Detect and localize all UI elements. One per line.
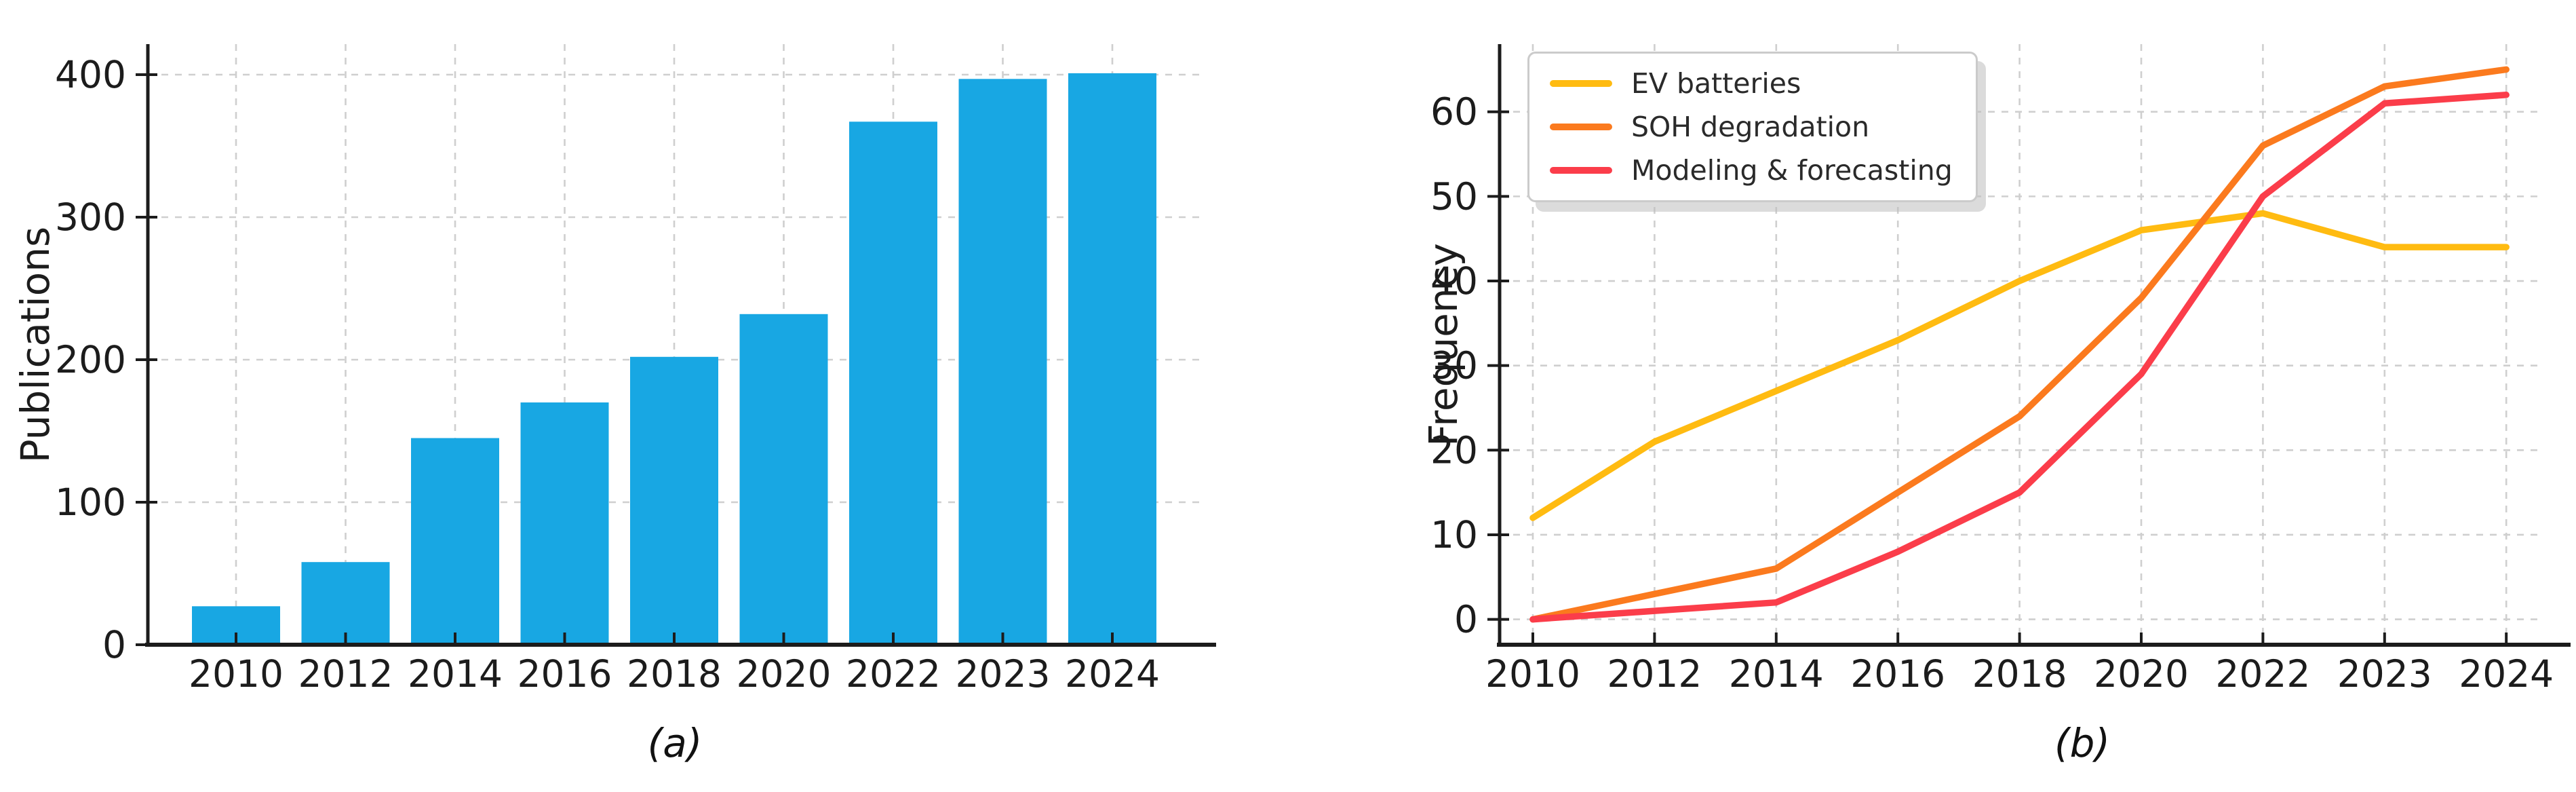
x-tick-label: 2016	[518, 652, 612, 696]
bar-2016	[520, 402, 609, 645]
panel-b-line-chart: 0 10 20 30 40 50 60 2010 2012 2014 2016 2018 2020 202…	[1430, 44, 2571, 696]
x-tick-label: 2012	[298, 652, 393, 696]
bar-2014	[411, 438, 499, 645]
x-tick-label: 2014	[408, 652, 503, 696]
x-tick-label: 2012	[1607, 652, 1702, 696]
legend-swatch-icon	[1550, 124, 1612, 130]
panel-a-bar-chart: 0 100 200 300 400 2010 2012 2014 2016 2018 2020 202…	[55, 44, 1216, 696]
y-tick-label: 400	[55, 53, 126, 96]
y-tick-label: 300	[55, 195, 126, 239]
y-tick-label: 20	[1430, 428, 1478, 472]
x-tick-label: 2022	[846, 652, 941, 696]
series-line-soh-degradation	[1529, 66, 2510, 623]
y-tick-label: 30	[1430, 344, 1478, 388]
x-tick-label: 2010	[189, 652, 284, 696]
legend-label: EV batteries	[1631, 67, 1801, 100]
y-tick-label: 200	[55, 338, 126, 381]
y-tick-label: 100	[55, 480, 126, 524]
y-tick-label: 60	[1430, 90, 1478, 134]
legend-swatch-icon	[1550, 80, 1612, 87]
bar-2023	[958, 79, 1047, 645]
legend-swatch-icon	[1550, 167, 1612, 174]
y-tick-label: 10	[1430, 513, 1478, 557]
x-tick-label: 2023	[2337, 652, 2432, 696]
x-tick-label: 2022	[2215, 652, 2310, 696]
x-tick-label: 2024	[1065, 652, 1160, 696]
legend: EV batteries SOH degradation Modeling & fo…	[1527, 52, 1978, 202]
legend-label: SOH degradation	[1631, 111, 1870, 143]
x-tick-label: 2010	[1485, 652, 1580, 696]
legend-item: EV batteries	[1550, 67, 1953, 100]
bar-2018	[630, 356, 718, 645]
x-tick-label: 2018	[1972, 652, 2067, 696]
caption-panel-b: (b)	[2054, 720, 2111, 766]
bar-2020	[739, 314, 828, 645]
x-tick-label: 2016	[1850, 652, 1945, 696]
y-axis-label-frequency: Frequency	[1420, 243, 1466, 447]
y-tick-label: 0	[102, 623, 126, 666]
caption-panel-a: (a)	[647, 720, 703, 766]
x-tick-label: 2020	[2094, 652, 2189, 696]
x-tick-label: 2023	[956, 652, 1051, 696]
legend-item: SOH degradation	[1550, 111, 1953, 143]
series-line-modeling-forecasting	[1529, 92, 2510, 623]
y-tick-label: 40	[1430, 259, 1478, 303]
bar-2024	[1068, 73, 1156, 645]
x-tick-label: 2014	[1729, 652, 1824, 696]
legend-label: Modeling & forecasting	[1631, 154, 1953, 187]
bar-2012	[301, 562, 390, 645]
legend-item: Modeling & forecasting	[1550, 154, 1953, 187]
series-line-ev-batteries	[1529, 210, 2510, 521]
y-tick-label: 0	[1454, 598, 1478, 641]
y-axis-label-publications: Publications	[12, 226, 58, 464]
bar-2022	[849, 121, 937, 645]
x-tick-label: 2020	[737, 652, 832, 696]
x-tick-label: 2024	[2459, 652, 2554, 696]
x-tick-label: 2018	[627, 652, 722, 696]
y-tick-label: 50	[1430, 174, 1478, 218]
